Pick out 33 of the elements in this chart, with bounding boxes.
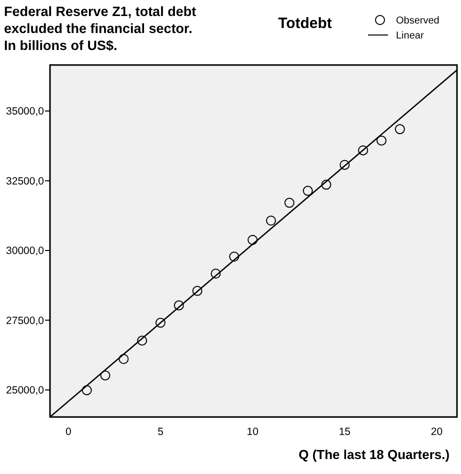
x-tick-label: 0: [65, 426, 72, 438]
point: [192, 286, 202, 296]
point: [302, 186, 313, 196]
point: [100, 370, 110, 380]
text: Federal Reserve Z1, total debt excluded the financial sector. In billions of US$.: [4, 4, 197, 53]
x-tick-label: 20: [430, 426, 443, 438]
point: [210, 268, 221, 279]
legend-label: Observed: [396, 16, 440, 26]
legend-label: Linear: [396, 30, 424, 42]
point: [156, 318, 166, 328]
point: [229, 252, 240, 262]
y-tick-label: 30000,0: [6, 245, 44, 258]
point: [118, 354, 129, 364]
point: [174, 300, 184, 310]
point: [340, 160, 350, 170]
point: [248, 234, 258, 245]
point: [284, 198, 294, 208]
x-axis-title: Q (The last 18 Quarters.): [298, 447, 450, 462]
point: [358, 145, 368, 156]
y-tick-label: 27500,0: [6, 314, 44, 327]
y-tick-label: 35000,0: [6, 106, 44, 118]
point: [394, 124, 405, 134]
x-tick-label: 15: [338, 426, 351, 438]
point: [376, 136, 386, 146]
y-tick-label: 25000,0: [6, 384, 44, 397]
x-tick-label: 5: [158, 426, 164, 438]
point: [321, 180, 332, 190]
point: [82, 385, 92, 396]
point: [137, 336, 148, 346]
y-tick-label: 32500,0: [6, 175, 44, 188]
x-tick-label: 10: [246, 426, 259, 438]
chart-title: Totdebt: [278, 15, 332, 32]
point: [266, 216, 276, 226]
